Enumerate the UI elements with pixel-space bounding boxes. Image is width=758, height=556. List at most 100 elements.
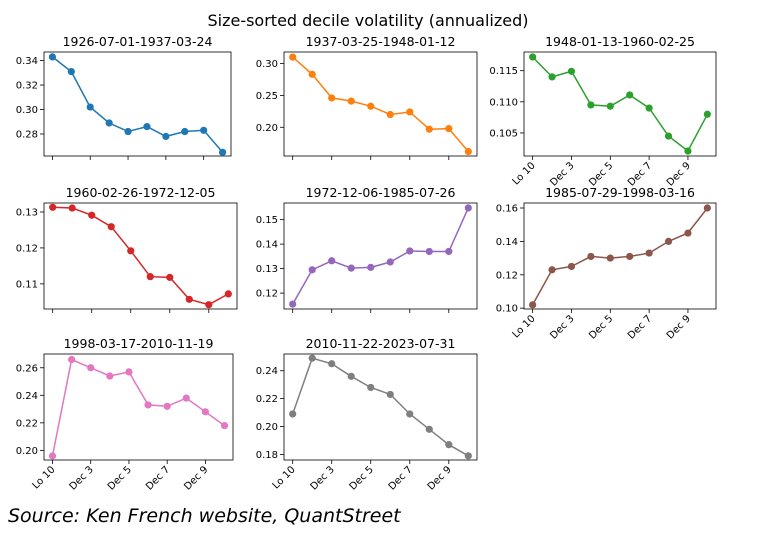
data-point (529, 301, 537, 309)
x-tick-label: Dec 9 (182, 464, 210, 492)
panel-8: 2010-11-22-2023-07-31 0.18 0.20 0.22 0.24 Lo … (256, 336, 478, 493)
data-point (367, 263, 375, 271)
data-point (386, 110, 394, 119)
y-tick-label: 0.24 (256, 366, 278, 377)
data-point (386, 258, 394, 266)
data-point (347, 264, 355, 272)
axes-frame (523, 51, 717, 157)
x-tick-label: Dec 3 (68, 464, 96, 492)
data-point (645, 104, 653, 112)
data-point (367, 383, 375, 392)
y-tick-label: 0.20 (256, 123, 278, 134)
axes-frame (283, 202, 478, 310)
y-tick-label: 0.20 (16, 446, 38, 457)
x-tick-label: Dec 3 (309, 464, 337, 492)
y-tick-label: 0.30 (16, 105, 38, 116)
data-point (182, 394, 190, 402)
data-point (347, 372, 355, 380)
data-point (308, 266, 316, 274)
panel-title: 1960-02-26-1972-12-05 (66, 185, 216, 200)
y-tick-label: 0.28 (16, 129, 38, 140)
x-tick-label: Dec 5 (587, 313, 615, 341)
figure-title: Size-sorted decile volatility (annualize… (207, 11, 528, 30)
data-point (626, 91, 634, 99)
data-point (201, 408, 209, 416)
axes-frame (43, 353, 234, 461)
data-point (162, 132, 170, 141)
data-point (425, 247, 433, 256)
data-point (606, 254, 614, 262)
x-tick-label: Dec 5 (348, 464, 376, 492)
data-point (529, 53, 537, 61)
y-tick-label: 0.20 (256, 422, 278, 433)
x-tick-label: Lo 10 (30, 464, 57, 491)
panel-title: 1948-01-13-1960-02-25 (545, 34, 695, 49)
y-tick-label: 0.16 (496, 204, 518, 215)
data-point (664, 132, 673, 140)
y-tick-label: 0.18 (256, 450, 278, 461)
x-tick-label: Dec 3 (548, 313, 576, 341)
y-tick-label: 0.13 (16, 207, 38, 218)
axes-frame (523, 202, 717, 310)
data-point (445, 247, 453, 256)
y-tick-label: 0.14 (496, 237, 518, 248)
data-point (587, 101, 595, 109)
x-tick-label: Dec 7 (387, 464, 415, 492)
data-point (445, 124, 453, 133)
axes-frame (283, 51, 478, 157)
data-point (86, 103, 94, 111)
x-tick-label: Lo 10 (511, 313, 538, 340)
y-tick-label: 0.12 (256, 289, 278, 300)
x-tick-label: Dec 9 (665, 313, 693, 341)
data-point (308, 70, 316, 78)
data-point (125, 368, 133, 376)
y-tick-label: 0.115 (489, 66, 518, 77)
data-point (144, 401, 152, 409)
data-point (289, 410, 297, 418)
y-tick-label: 0.105 (489, 128, 518, 139)
source-note: Source: Ken French website, QuantStreet (8, 505, 401, 527)
panel-2: 1937-03-25-1948-01-12 0.20 0.25 0.30 (256, 34, 478, 160)
data-point (464, 204, 472, 212)
panel-title: 1937-03-25-1948-01-12 (306, 34, 456, 49)
data-point (406, 108, 414, 116)
data-point (567, 262, 576, 271)
data-point (105, 119, 113, 127)
data-point (406, 410, 414, 418)
figure: Size-sorted decile volatility (annualize… (16, 11, 717, 493)
data-point (205, 301, 213, 309)
data-point (328, 94, 336, 102)
data-point (289, 300, 297, 308)
y-tick-label: 0.12 (16, 243, 38, 254)
data-point (67, 67, 75, 76)
y-tick-label: 0.110 (489, 97, 518, 108)
x-tick-label: Dec 7 (626, 313, 654, 341)
data-point (218, 148, 227, 156)
series-line (532, 56, 709, 153)
data-point (684, 147, 692, 155)
panel-7: 1998-03-17-2010-11-19 0.20 0.22 0.24 0.26 Lo … (16, 336, 234, 493)
panel-3: 1948-01-13-1960-02-25 0.105 0.110 0.115 Lo 1… (489, 34, 717, 189)
data-point (406, 247, 414, 255)
panel-title: 2010-11-22-2023-07-31 (306, 336, 456, 351)
data-point (48, 53, 57, 61)
data-point (347, 97, 355, 105)
series-line (531, 207, 708, 306)
series-line (291, 357, 469, 457)
data-point (224, 290, 232, 298)
y-tick-label: 0.22 (256, 394, 278, 405)
data-point (181, 127, 189, 136)
panel-title: 1985-07-29-1998-03-16 (545, 185, 695, 200)
data-point (367, 102, 375, 110)
x-tick-label: Dec 9 (426, 464, 454, 492)
y-tick-label: 0.12 (496, 270, 518, 281)
data-point (425, 425, 433, 433)
data-point (220, 421, 229, 430)
y-tick-label: 0.10 (496, 304, 518, 315)
panel-1: 1926-07-01-1937-03-24 0.28 0.30 0.32 0.34 (16, 34, 232, 160)
data-point (200, 126, 208, 134)
data-point (567, 67, 576, 75)
y-tick-label: 0.26 (16, 363, 38, 374)
data-point (703, 110, 711, 118)
data-point (49, 203, 57, 211)
